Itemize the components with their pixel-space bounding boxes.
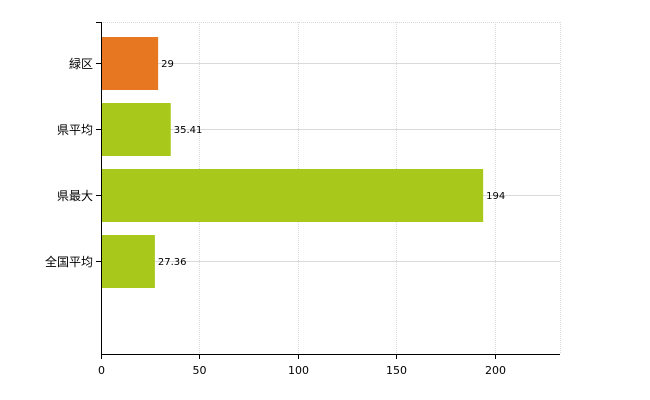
labels: 29 緑区 35.41 県平均 194 県最大 27.36 全国平均 0 50 100 150 200	[45, 56, 506, 377]
x-tick-label: 0	[98, 364, 105, 377]
bar	[101, 103, 171, 156]
data-label: 35.41	[174, 125, 203, 136]
category-label: 県平均	[57, 123, 93, 137]
data-label: 194	[486, 191, 505, 202]
category-label: 県最大	[57, 189, 93, 203]
x-tick-label: 100	[288, 364, 309, 377]
category-label: 全国平均	[45, 254, 93, 269]
category-label: 緑区	[69, 56, 93, 71]
bars	[101, 37, 484, 288]
bar	[101, 235, 155, 288]
data-label: 27.36	[158, 257, 187, 268]
x-tick-label: 150	[386, 364, 407, 377]
bar	[101, 169, 484, 222]
bar	[101, 37, 159, 90]
x-tick-label: 200	[485, 364, 506, 377]
x-tick-label: 50	[193, 364, 207, 377]
data-label: 29	[161, 59, 174, 70]
axes	[96, 22, 560, 359]
